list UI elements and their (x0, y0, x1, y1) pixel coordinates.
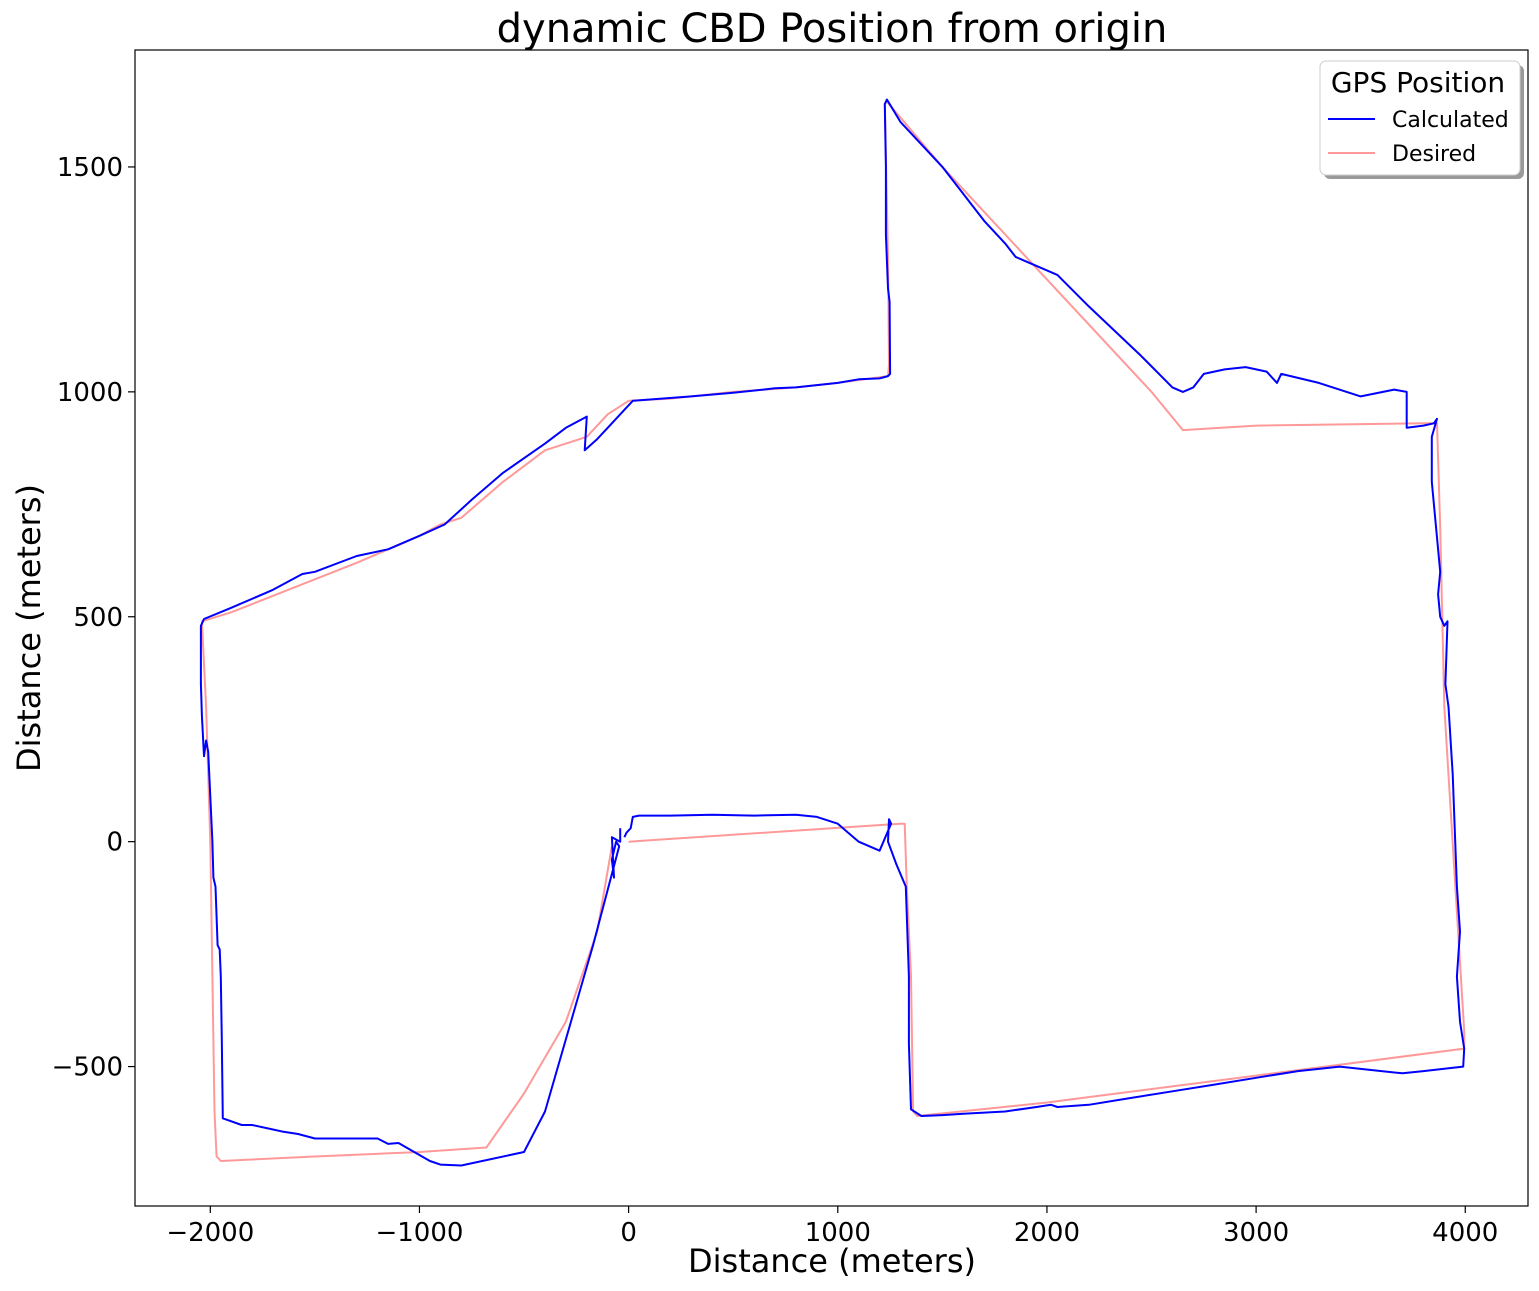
series-line-desired (200, 100, 1466, 1162)
y-tick-label: 1000 (57, 378, 123, 408)
x-tick-label: −2000 (166, 1218, 254, 1248)
y-axis-ticks: −500 0 500 1000 1500 (52, 153, 135, 1083)
x-axis-label: Distance (meters) (688, 1242, 976, 1280)
x-tick-label: 0 (620, 1218, 637, 1248)
series-layer (199, 98, 1466, 1167)
chart-title: dynamic CBD Position from origin (497, 6, 1168, 52)
x-axis-ticks: −2000 −1000 0 1000 2000 3000 4000 (166, 1206, 1498, 1248)
x-tick-label: 4000 (1432, 1218, 1498, 1248)
x-tick-label: 3000 (1223, 1218, 1289, 1248)
legend: GPS Position Calculated Desired (1319, 60, 1524, 179)
legend-label-desired: Desired (1392, 142, 1476, 167)
y-tick-label: −500 (52, 1053, 123, 1083)
x-tick-label: 1000 (805, 1218, 871, 1248)
series-line-calculated (199, 98, 1466, 1167)
legend-box (1319, 60, 1521, 176)
plot-frame (134, 49, 1529, 1207)
x-tick-label: 2000 (1014, 1218, 1080, 1248)
y-axis-label: Distance (meters) (10, 484, 48, 772)
y-tick-label: 0 (106, 828, 123, 858)
y-tick-label: 1500 (57, 153, 123, 183)
x-tick-label: −1000 (375, 1218, 463, 1248)
y-tick-label: 500 (73, 603, 123, 633)
legend-title: GPS Position (1331, 66, 1505, 99)
legend-label-calculated: Calculated (1392, 108, 1509, 133)
